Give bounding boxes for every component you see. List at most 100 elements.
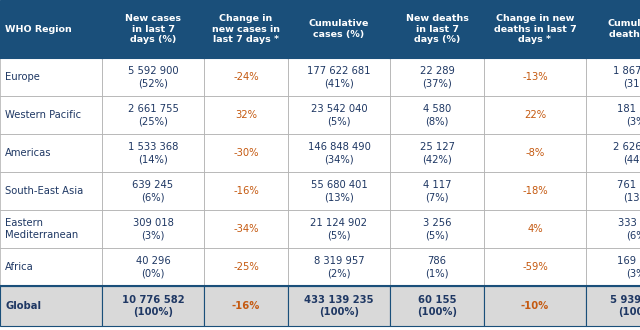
Text: 2 626 369
(44%): 2 626 369 (44%) bbox=[612, 142, 640, 164]
Bar bbox=[288, 58, 390, 96]
Bar bbox=[484, 248, 586, 286]
Text: Europe: Europe bbox=[5, 72, 40, 82]
Bar bbox=[0, 0, 102, 58]
Text: 22 289
(37%): 22 289 (37%) bbox=[420, 66, 454, 88]
Bar bbox=[390, 210, 484, 248]
Bar bbox=[390, 172, 484, 210]
Bar bbox=[586, 58, 640, 96]
Text: 433 139 235
(100%): 433 139 235 (100%) bbox=[304, 295, 374, 317]
Text: 22%: 22% bbox=[524, 110, 546, 120]
Text: South-East Asia: South-East Asia bbox=[5, 186, 83, 196]
Text: 761 642
(13%): 761 642 (13%) bbox=[618, 180, 640, 202]
Bar bbox=[288, 0, 390, 58]
Bar bbox=[484, 96, 586, 134]
Bar bbox=[0, 286, 102, 326]
Text: 333 190
(6%): 333 190 (6%) bbox=[618, 218, 640, 240]
Text: -25%: -25% bbox=[233, 262, 259, 272]
Bar bbox=[204, 248, 288, 286]
Bar bbox=[102, 0, 204, 58]
Text: Americas: Americas bbox=[5, 148, 51, 158]
Text: 639 245
(6%): 639 245 (6%) bbox=[132, 180, 173, 202]
Bar bbox=[390, 248, 484, 286]
Text: 2 661 755
(25%): 2 661 755 (25%) bbox=[127, 104, 179, 126]
Bar bbox=[586, 134, 640, 172]
Bar bbox=[484, 58, 586, 96]
Text: 55 680 401
(13%): 55 680 401 (13%) bbox=[310, 180, 367, 202]
Text: Change in
new cases in
last 7 days *: Change in new cases in last 7 days * bbox=[212, 14, 280, 44]
Text: Western Pacific: Western Pacific bbox=[5, 110, 81, 120]
Bar bbox=[204, 0, 288, 58]
Text: 3 256
(5%): 3 256 (5%) bbox=[423, 218, 451, 240]
Bar bbox=[390, 286, 484, 326]
Text: 4%: 4% bbox=[527, 224, 543, 234]
Text: Global: Global bbox=[5, 301, 41, 311]
Text: 146 848 490
(34%): 146 848 490 (34%) bbox=[308, 142, 371, 164]
Bar bbox=[390, 96, 484, 134]
Text: 1 533 368
(14%): 1 533 368 (14%) bbox=[128, 142, 178, 164]
Bar bbox=[484, 172, 586, 210]
Bar bbox=[204, 134, 288, 172]
Text: -34%: -34% bbox=[233, 224, 259, 234]
Text: 32%: 32% bbox=[235, 110, 257, 120]
Bar bbox=[0, 58, 102, 96]
Text: 60 155
(100%): 60 155 (100%) bbox=[417, 295, 457, 317]
Bar bbox=[586, 286, 640, 326]
Text: Cumulative
deaths (%): Cumulative deaths (%) bbox=[608, 19, 640, 39]
Text: 21 124 902
(5%): 21 124 902 (5%) bbox=[310, 218, 367, 240]
Text: 25 127
(42%): 25 127 (42%) bbox=[419, 142, 454, 164]
Bar bbox=[102, 172, 204, 210]
Text: Cumulative
cases (%): Cumulative cases (%) bbox=[309, 19, 369, 39]
Bar bbox=[102, 58, 204, 96]
Bar bbox=[586, 0, 640, 58]
Text: 181 193
(3%): 181 193 (3%) bbox=[618, 104, 640, 126]
Bar bbox=[390, 134, 484, 172]
Bar bbox=[288, 286, 390, 326]
Bar bbox=[204, 96, 288, 134]
Text: -59%: -59% bbox=[522, 262, 548, 272]
Bar bbox=[586, 210, 640, 248]
Bar bbox=[288, 96, 390, 134]
Text: -16%: -16% bbox=[232, 301, 260, 311]
Bar bbox=[288, 134, 390, 172]
Bar bbox=[288, 210, 390, 248]
Bar bbox=[390, 58, 484, 96]
Text: 23 542 040
(5%): 23 542 040 (5%) bbox=[310, 104, 367, 126]
Text: -10%: -10% bbox=[521, 301, 549, 311]
Bar bbox=[0, 134, 102, 172]
Text: -18%: -18% bbox=[522, 186, 548, 196]
Text: 8 319 957
(2%): 8 319 957 (2%) bbox=[314, 256, 364, 278]
Text: New cases
in last 7
days (%): New cases in last 7 days (%) bbox=[125, 14, 181, 44]
Text: -30%: -30% bbox=[233, 148, 259, 158]
Text: 5 939 137
(100%): 5 939 137 (100%) bbox=[611, 295, 640, 317]
Bar bbox=[586, 96, 640, 134]
Bar bbox=[0, 248, 102, 286]
Text: 40 296
(0%): 40 296 (0%) bbox=[136, 256, 170, 278]
Bar bbox=[484, 210, 586, 248]
Bar bbox=[484, 134, 586, 172]
Text: 4 580
(8%): 4 580 (8%) bbox=[423, 104, 451, 126]
Bar bbox=[204, 210, 288, 248]
Bar bbox=[102, 286, 204, 326]
Text: 177 622 681
(41%): 177 622 681 (41%) bbox=[307, 66, 371, 88]
Bar bbox=[102, 210, 204, 248]
Bar bbox=[390, 0, 484, 58]
Bar bbox=[586, 248, 640, 286]
Bar bbox=[484, 0, 586, 58]
Bar bbox=[204, 58, 288, 96]
Text: -8%: -8% bbox=[525, 148, 545, 158]
Bar bbox=[484, 286, 586, 326]
Bar bbox=[204, 172, 288, 210]
Bar bbox=[288, 172, 390, 210]
Text: 309 018
(3%): 309 018 (3%) bbox=[132, 218, 173, 240]
Text: -24%: -24% bbox=[233, 72, 259, 82]
Bar bbox=[0, 96, 102, 134]
Text: 786
(1%): 786 (1%) bbox=[425, 256, 449, 278]
Text: New deaths
in last 7
days (%): New deaths in last 7 days (%) bbox=[406, 14, 468, 44]
Bar bbox=[102, 248, 204, 286]
Bar bbox=[288, 248, 390, 286]
Text: Africa: Africa bbox=[5, 262, 34, 272]
Text: Eastern
Mediterranean: Eastern Mediterranean bbox=[5, 218, 78, 240]
Text: Change in new
deaths in last 7
days *: Change in new deaths in last 7 days * bbox=[493, 14, 577, 44]
Text: 5 592 900
(52%): 5 592 900 (52%) bbox=[128, 66, 179, 88]
Text: 1 867 028
(31%): 1 867 028 (31%) bbox=[612, 66, 640, 88]
